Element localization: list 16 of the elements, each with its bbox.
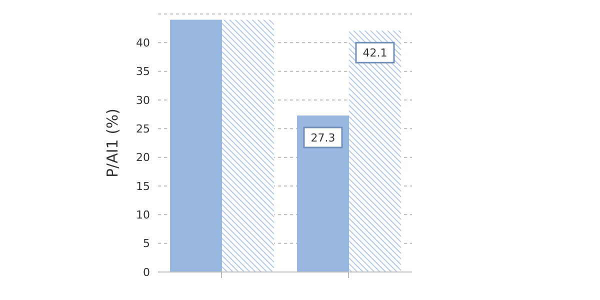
bar bbox=[170, 20, 222, 272]
y-tick-label: 25 bbox=[136, 122, 150, 136]
y-tick-label: 20 bbox=[136, 151, 150, 164]
y-tick-label: 5 bbox=[143, 237, 150, 250]
y-tick-label: 10 bbox=[136, 208, 150, 222]
data-label: 42.1 bbox=[362, 46, 388, 60]
y-tick-label: 0 bbox=[143, 266, 150, 279]
y-tick-label: 30 bbox=[136, 94, 150, 107]
bar bbox=[349, 30, 401, 272]
y-tick-label: 15 bbox=[136, 180, 150, 193]
y-axis-title: P/AI1 (%) bbox=[103, 108, 122, 178]
bar bbox=[297, 115, 349, 272]
bar bbox=[222, 20, 274, 272]
data-label: 27.3 bbox=[310, 131, 336, 144]
y-tick-label: 40 bbox=[136, 36, 150, 50]
y-tick-label: 35 bbox=[136, 65, 150, 78]
